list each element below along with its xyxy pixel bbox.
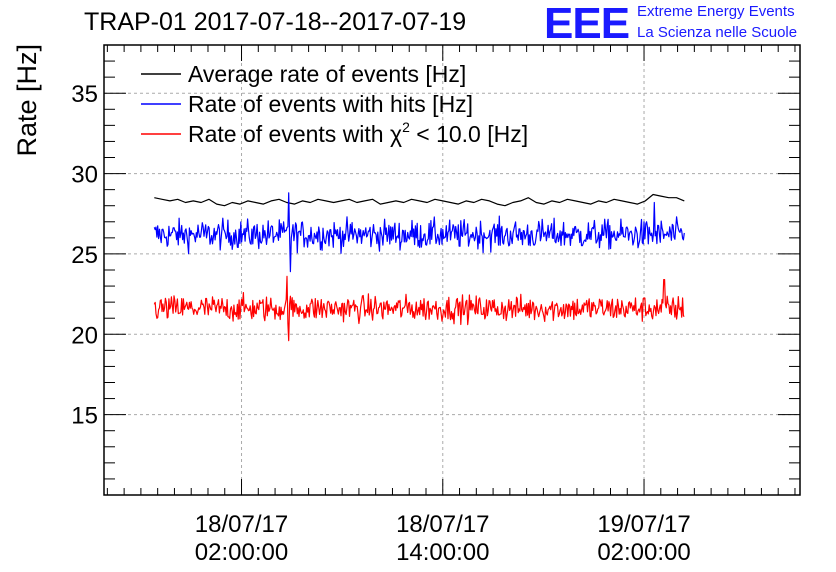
legend-label-average: Average rate of events [Hz]	[188, 61, 466, 87]
legend-label-chi2: Rate of events with χ2 < 10.0 [Hz]	[188, 119, 528, 147]
grid	[104, 45, 800, 495]
chart-title: TRAP-01 2017-07-18--2017-07-19	[84, 8, 467, 36]
x-tick-time-label: 02:00:00	[195, 539, 288, 566]
x-tick-time-label: 14:00:00	[396, 539, 489, 566]
y-tick-label: 15	[71, 403, 98, 430]
series-line-2	[153, 275, 685, 342]
series-line-0	[154, 193, 685, 207]
x-tick-date-label: 19/07/17	[597, 511, 690, 538]
logo-line-1: Extreme Energy Events	[637, 3, 795, 20]
legend-chi2-prefix: Rate of events with χ	[188, 121, 402, 147]
legend-chi2-sup: 2	[402, 119, 410, 135]
y-tick-label: 25	[71, 242, 98, 269]
legend: Average rate of events [Hz] Rate of even…	[141, 61, 528, 147]
logo-line-2: La Scienza nelle Scuole	[637, 24, 798, 41]
eee-logo-mark: EEE	[544, 0, 630, 48]
axis-ticks: 152025303518/07/1702:00:0018/07/1714:00:…	[71, 44, 800, 566]
y-axis-label: Rate [Hz]	[12, 44, 42, 157]
x-tick-date-label: 18/07/17	[396, 511, 489, 538]
x-tick-date-label: 18/07/17	[195, 511, 288, 538]
series-line-1	[153, 192, 685, 273]
y-tick-label: 20	[71, 322, 98, 349]
legend-label-hits: Rate of events with hits [Hz]	[188, 91, 473, 117]
y-tick-label: 30	[71, 162, 98, 189]
y-tick-label: 35	[71, 81, 98, 108]
series-layer	[153, 192, 685, 342]
legend-chi2-suffix: < 10.0 [Hz]	[410, 121, 528, 147]
x-tick-time-label: 02:00:00	[597, 539, 690, 566]
